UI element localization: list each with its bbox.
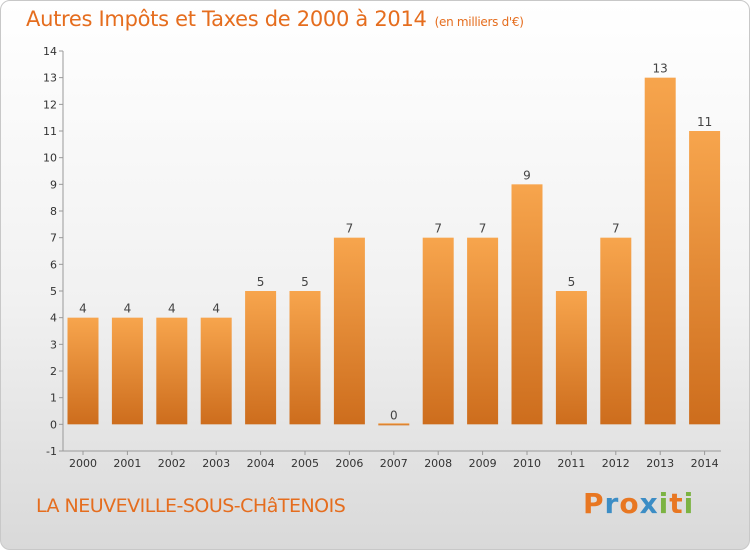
y-tick-label: 5 [50,285,57,298]
data-label-2002: 4 [168,302,176,316]
y-tick-label: 13 [43,72,57,85]
bar-2009 [467,237,499,425]
logo-letter: i [683,487,695,520]
bar-2004 [245,291,277,425]
bar-2003 [200,317,232,425]
logo-letter: i [658,487,670,520]
x-tick-label-2012: 2012 [602,457,630,470]
data-label-2012: 7 [612,222,620,236]
bar-2001 [111,317,143,425]
data-label-2005: 5 [301,275,309,289]
y-tick-label: -1 [46,445,57,458]
data-label-2009: 7 [479,222,487,236]
logo-letter: r [604,487,620,520]
logo-letter: x [639,487,659,520]
data-label-2010: 9 [523,168,531,182]
x-tick-label-2010: 2010 [513,457,541,470]
bar-2002 [156,317,188,425]
x-tick-label-2000: 2000 [69,457,97,470]
data-label-2006: 7 [346,222,354,236]
data-label-2011: 5 [568,275,576,289]
unit-label: (en milliers d'€) [434,15,524,29]
data-label-2014: 11 [697,115,712,129]
bar-2007 [378,423,410,426]
x-tick-label-2007: 2007 [380,457,408,470]
data-label-2004: 5 [257,275,265,289]
y-tick-label: 11 [43,125,57,138]
bar-2012 [600,237,632,425]
y-tick-label: 1 [50,392,57,405]
data-label-2008: 7 [434,222,442,236]
logo-letter: o [619,487,640,520]
x-tick-label-2004: 2004 [247,457,275,470]
data-label-2007: 0 [390,408,398,422]
commune-name: LA NEUVEVILLE-SOUS-CHâTENOIS [36,495,346,517]
logo-letter: P [583,487,605,520]
y-tick-label: 12 [43,98,57,111]
logo-letter: t [669,487,684,520]
bar-2014 [689,131,721,425]
x-tick-label-2008: 2008 [424,457,452,470]
y-tick-label: 8 [50,205,57,218]
y-tick-label: 0 [50,418,57,431]
x-tick-label-2003: 2003 [202,457,230,470]
x-tick-label-2001: 2001 [113,457,141,470]
x-tick-label-2009: 2009 [469,457,497,470]
bar-2011 [555,291,587,425]
data-label-2000: 4 [79,302,87,316]
y-tick-label: 7 [50,232,57,245]
x-tick-label-2013: 2013 [646,457,674,470]
bar-2008 [422,237,454,425]
y-tick-label: 4 [50,312,57,325]
x-tick-label-2014: 2014 [691,457,719,470]
x-tick-label-2002: 2002 [158,457,186,470]
proxiti-logo[interactable]: Proxiti [583,487,694,520]
data-label-2013: 13 [653,62,668,76]
bars: 4 4 4 4 5 5 7 0 7 7 9 5 7 13 11 [67,62,721,426]
x-tick-label-2011: 2011 [557,457,585,470]
bar-2000 [67,317,99,425]
bar-2013 [644,77,676,425]
y-tick-label: 6 [50,258,57,271]
y-tick-label: 14 [43,45,57,58]
data-label-2001: 4 [124,302,132,316]
bar-2010 [511,184,543,425]
y-tick-label: 3 [50,338,57,351]
y-tick-label: 2 [50,365,57,378]
bar-2005 [289,291,321,425]
y-tick-label: 9 [50,178,57,191]
x-tick-label-2006: 2006 [335,457,363,470]
y-tick-label: 10 [43,152,57,165]
chart-title: Autres Impôts et Taxes de 2000 à 2014 (en… [26,7,524,31]
bar-2006 [333,237,365,425]
x-tick-label-2005: 2005 [291,457,319,470]
data-label-2003: 4 [212,302,220,316]
title-text: Autres Impôts et Taxes de 2000 à 2014 [26,7,427,31]
